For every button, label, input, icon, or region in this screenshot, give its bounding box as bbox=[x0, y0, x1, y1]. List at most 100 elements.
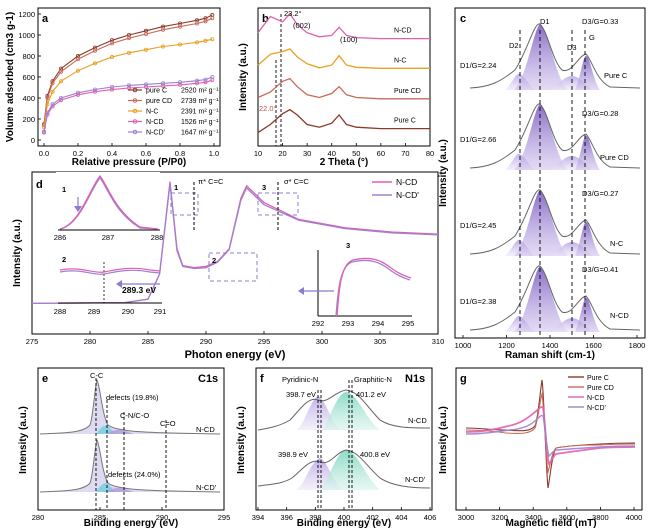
panel-g-xlabel: Magnetic field (mT) bbox=[505, 518, 596, 529]
d-xtick-label: 290 bbox=[200, 337, 213, 346]
panel-b-ylabel: Intensity (a.u.) bbox=[238, 43, 249, 111]
f-ann-gra: Graphitic-N bbox=[354, 375, 392, 384]
a-data-point bbox=[160, 83, 165, 88]
a-data-point bbox=[203, 38, 208, 43]
d-xtick-label: 295 bbox=[258, 337, 271, 346]
panel-d-label: d bbox=[36, 179, 43, 191]
c-r1-sample: Pure C bbox=[604, 71, 628, 80]
a-data-point bbox=[127, 83, 132, 88]
f-ann-pyr: Pyridinic-N bbox=[282, 375, 318, 384]
c-spectrum bbox=[469, 103, 641, 169]
panel-f-ylabel: Intensity (a.u.) bbox=[236, 406, 247, 474]
a-data-point bbox=[177, 24, 182, 29]
c-fit-g bbox=[575, 56, 600, 90]
a-data-point bbox=[45, 102, 50, 107]
a-legend-name: N-CD' bbox=[146, 130, 165, 137]
b-ann-220: 22.0° bbox=[259, 104, 277, 113]
f-xtick-label: 396 bbox=[280, 513, 293, 522]
a-data-point bbox=[110, 87, 115, 92]
a-legend-marker bbox=[132, 119, 138, 124]
a-data-point bbox=[59, 69, 64, 74]
a-data-point bbox=[93, 61, 98, 66]
panel-c-label: c bbox=[460, 13, 466, 25]
f-ann-4008: 400.8 eV bbox=[360, 450, 390, 459]
a-ytick-label: 800 bbox=[22, 52, 35, 61]
b-series-label: Pure C bbox=[394, 118, 416, 125]
f-xtick-label: 406 bbox=[424, 513, 437, 522]
c-spectrum bbox=[469, 23, 641, 89]
a-data-point bbox=[203, 19, 208, 24]
e-ann-cnco: C-N/C-O bbox=[120, 411, 149, 420]
b-series-label: N-C bbox=[394, 57, 406, 64]
panel-g: g Magnetic field (mT) Intensity (a.u.) 3… bbox=[438, 367, 643, 529]
b-series-line bbox=[257, 12, 430, 40]
a-data-point bbox=[177, 80, 182, 85]
f-ann-3989: 398.9 eV bbox=[278, 450, 308, 459]
a-data-point bbox=[194, 78, 199, 83]
panel-d-xlabel: Photon energy (eV) bbox=[185, 349, 286, 361]
d-xtick-label: 305 bbox=[374, 337, 387, 346]
b-ann-232: 23.2° bbox=[284, 9, 302, 18]
panel-g-ylabel: Intensity (a.u.) bbox=[438, 406, 449, 474]
g-xtick-label: 3200 bbox=[491, 513, 508, 522]
panel-f-label: f bbox=[260, 373, 264, 385]
b-xtick-label: 40 bbox=[328, 149, 336, 158]
panel-a: a Relative pressure (P/P0) Volume adsorb… bbox=[5, 7, 221, 168]
a-data-point bbox=[143, 84, 148, 89]
c-fit-d1 bbox=[514, 190, 568, 256]
a-data-point bbox=[203, 80, 208, 85]
e-ann-def1: defects (19.8%) bbox=[106, 393, 159, 402]
g-xtick-label: 4000 bbox=[626, 513, 643, 522]
d-box-3: 3 bbox=[262, 183, 266, 192]
c-r1-d3g: D3/G=0.33 bbox=[582, 17, 618, 26]
d-series-line bbox=[31, 183, 439, 305]
c-fit-g bbox=[575, 136, 600, 170]
f-xtick-label: 398 bbox=[309, 513, 322, 522]
panel-e-xlabel: Binding energy (eV) bbox=[84, 518, 178, 529]
g-legend-4: N-CD' bbox=[587, 405, 606, 412]
panel-c-xlabel: Raman shift (cm-1) bbox=[505, 350, 595, 361]
c-xtick-label: 1400 bbox=[542, 341, 559, 350]
e-xtick-label: 295 bbox=[218, 513, 231, 522]
c-peak-d1: D1 bbox=[540, 17, 550, 26]
inset1-tick-1: 287 bbox=[102, 233, 115, 242]
g-xtick-label: 3000 bbox=[458, 513, 475, 522]
c-r2-d1g: D1/G=2.66 bbox=[460, 135, 496, 144]
f-xtick-label: 400 bbox=[338, 513, 351, 522]
c-fit-d1 bbox=[514, 266, 568, 332]
a-data-point bbox=[50, 102, 55, 107]
a-data-point bbox=[203, 77, 208, 82]
c-r4-sample: N-CD bbox=[610, 311, 629, 320]
d-inset-2: 2 289.3 eV 288 289 290 291 bbox=[54, 255, 167, 316]
a-data-point bbox=[177, 82, 182, 87]
c-xtick-label: 1600 bbox=[585, 341, 602, 350]
a-ytick-label: 600 bbox=[22, 73, 35, 82]
f-sample-1: N-CD bbox=[408, 416, 427, 425]
g-xtick-label: 3400 bbox=[525, 513, 542, 522]
panel-d-ylabel: Intensity (a.u.) bbox=[12, 219, 23, 287]
a-series-line bbox=[43, 17, 213, 126]
panel-g-label: g bbox=[460, 373, 467, 385]
a-data-point bbox=[76, 57, 81, 62]
d-xtick-label: 285 bbox=[142, 337, 155, 346]
inset2-tick-2: 290 bbox=[122, 307, 135, 316]
a-ytick-label: 400 bbox=[22, 94, 35, 103]
a-ytick-label: 200 bbox=[22, 115, 35, 124]
b-ann-100: (100) bbox=[340, 35, 358, 44]
e-xtick-label: 290 bbox=[156, 513, 169, 522]
a-data-point bbox=[45, 110, 50, 115]
f-ann-4012: 401.2 eV bbox=[356, 390, 386, 399]
panel-b-label: b bbox=[262, 13, 269, 25]
a-data-point bbox=[42, 130, 47, 135]
c-xtick-label: 1000 bbox=[455, 341, 472, 350]
a-data-point bbox=[110, 84, 115, 89]
a-legend-area: 2739 m² g⁻¹ bbox=[181, 98, 219, 105]
a-data-point bbox=[210, 37, 215, 42]
inset3-tick-1: 293 bbox=[342, 319, 355, 328]
panel-d: d Photon energy (eV) Intensity (a.u.) 27… bbox=[12, 171, 445, 361]
b-xtick-label: 10 bbox=[254, 149, 262, 158]
d-xtick-label: 310 bbox=[432, 337, 445, 346]
a-data-point bbox=[210, 16, 215, 21]
g-xtick-label: 3800 bbox=[592, 513, 609, 522]
a-xtick-label: 0.0 bbox=[39, 149, 49, 158]
